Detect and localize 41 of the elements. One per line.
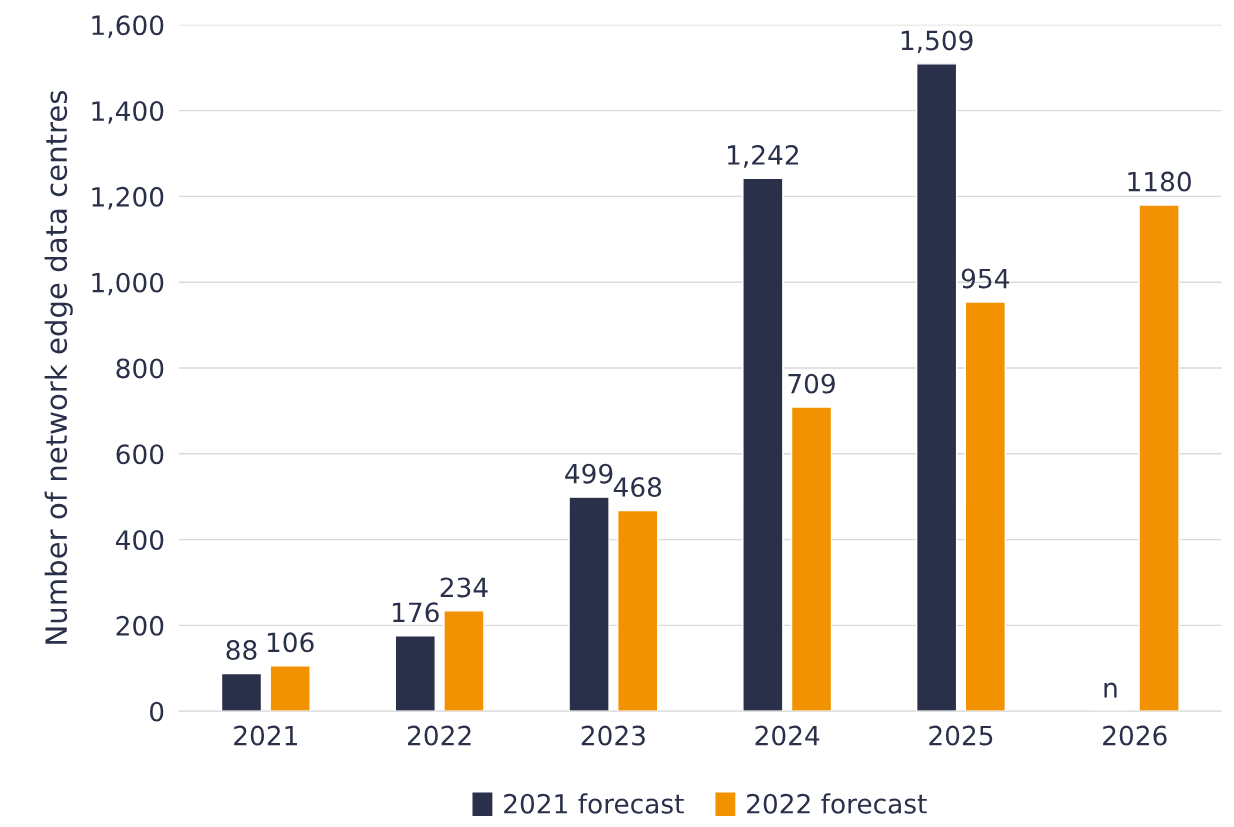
data-label: 176 [393,602,439,623]
bar [790,406,833,712]
y-tick-label: 1,600 [92,15,164,38]
y-tick-label: 400 [115,530,164,551]
data-label: 1,242 [727,144,798,168]
y-tick-label: 0 [149,701,164,722]
bar [443,610,485,712]
data-label: 88 [226,640,257,661]
bar [915,63,958,712]
y-tick-label: 600 [116,444,164,465]
x-tick-label: 2026 [1103,725,1167,746]
bar [742,177,784,712]
text: n [1104,682,1117,698]
data-label: 1,509 [901,30,973,54]
y-tick-label: 1,400 [92,101,164,124]
data-label: 234 [440,577,488,598]
x-tick-label: 2024 [755,725,820,746]
data-label: 468 [613,477,662,497]
bar [394,635,436,712]
x-tick-label: 2023 [581,725,645,746]
y-tick-label: 200 [116,615,164,636]
x-tick-label: 2025 [929,725,993,746]
bar [1138,204,1180,712]
data-label: 1180 [1128,171,1191,192]
y-axis-title: Number of network edge data centres [44,90,73,644]
data-label: 954 [961,268,1010,289]
data-label: 709 [788,373,835,394]
bar [617,509,659,712]
bar [269,665,311,712]
data-label: 106 [267,632,314,653]
bar [220,672,263,712]
x-tick-label: 2021 [234,725,297,746]
legend-label: 2021 forecast [504,793,684,814]
y-tick-label: 1,000 [92,272,164,296]
y-tick-label: 800 [116,358,164,379]
y-tick-label: 1,200 [92,186,164,210]
x-tick-label: 2022 [407,725,471,746]
legend-label: 2022 forecast [747,793,927,814]
data-label: 499 [565,463,613,484]
bar [964,301,1006,712]
bar [568,496,610,712]
